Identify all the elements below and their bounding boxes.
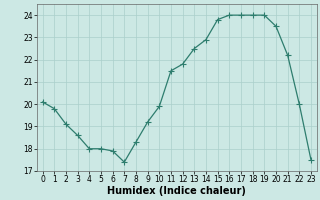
X-axis label: Humidex (Indice chaleur): Humidex (Indice chaleur) — [108, 186, 246, 196]
